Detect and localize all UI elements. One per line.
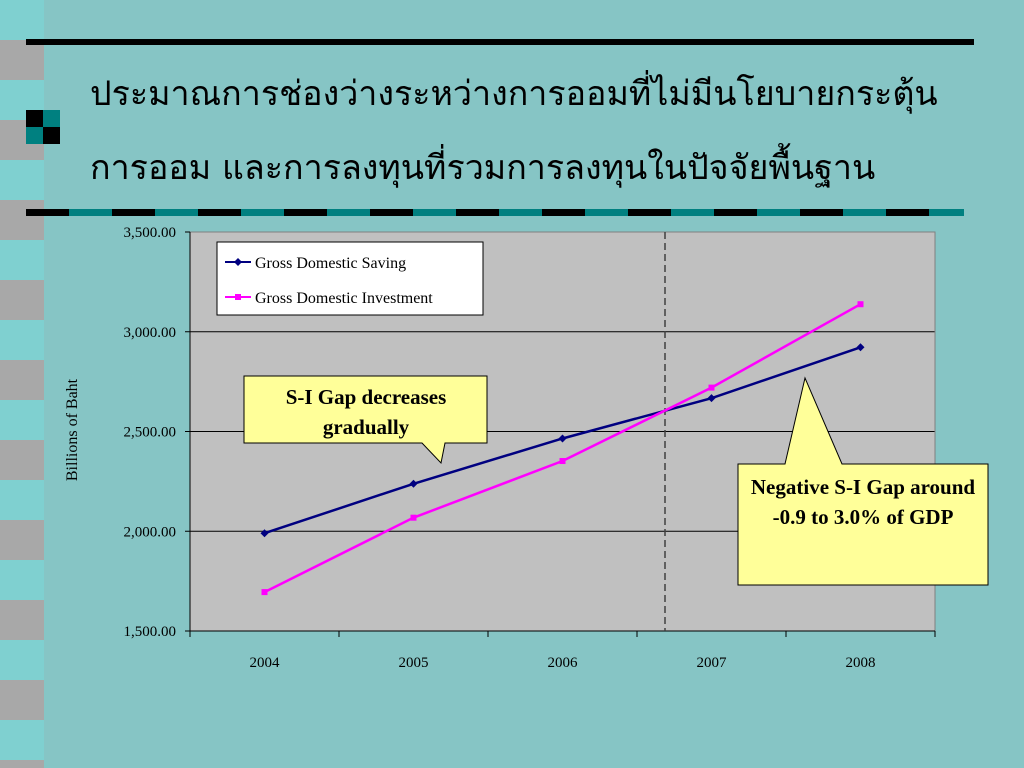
- data-point: [260, 529, 269, 538]
- y-tick-label: 2,500.00: [124, 425, 177, 441]
- slide-title-line-1: ประมาณการช่องว่างระหว่างการออมที่ไม่มีนโ…: [90, 74, 938, 114]
- data-point: [856, 343, 865, 352]
- top-rule: [26, 39, 974, 45]
- decorative-squares-icon: [26, 110, 60, 144]
- gap-decreases-callout-text: S-I Gap decreases gradually: [285, 385, 447, 439]
- y-axis-label: Billions of Baht: [64, 378, 81, 481]
- y-tick-label: 1,500.00: [124, 624, 177, 640]
- x-tick-label: 2006: [548, 655, 579, 671]
- legend-investment-marker-icon: [235, 294, 241, 300]
- legend-saving-marker-icon: [234, 258, 242, 266]
- data-point: [857, 301, 864, 308]
- x-tick-label: 2007: [697, 655, 728, 671]
- data-point: [409, 479, 418, 488]
- negative-gap-callout-box: [737, 376, 989, 586]
- x-tick-label: 2004: [250, 655, 281, 671]
- legend-label-saving: Gross Domestic Saving: [255, 255, 406, 272]
- y-tick-label: 2,000.00: [124, 524, 177, 540]
- data-point: [708, 384, 715, 391]
- data-point: [559, 458, 566, 465]
- data-point: [707, 394, 716, 403]
- data-point: [558, 434, 567, 443]
- y-tick-label: 3,500.00: [124, 225, 177, 241]
- x-tick-label: 2008: [846, 655, 876, 671]
- gap-decreases-callout-box: [243, 375, 488, 465]
- legend-label-investment: Gross Domestic Investment: [255, 290, 433, 307]
- legend: Gross Domestic Saving Gross Domestic Inv…: [216, 241, 484, 316]
- negative-gap-callout-text: Negative S-I Gap around -0.9 to 3.0% of …: [750, 475, 976, 529]
- data-point: [261, 589, 268, 596]
- x-tick-label: 2005: [399, 655, 429, 671]
- y-tick-label: 3,000.00: [124, 325, 177, 341]
- data-point: [410, 514, 417, 521]
- slide-title-line-2: การออม และการลงทุนที่รวมการลงทุนในปัจจัย…: [90, 148, 876, 188]
- dashed-divider-rule: [26, 209, 964, 216]
